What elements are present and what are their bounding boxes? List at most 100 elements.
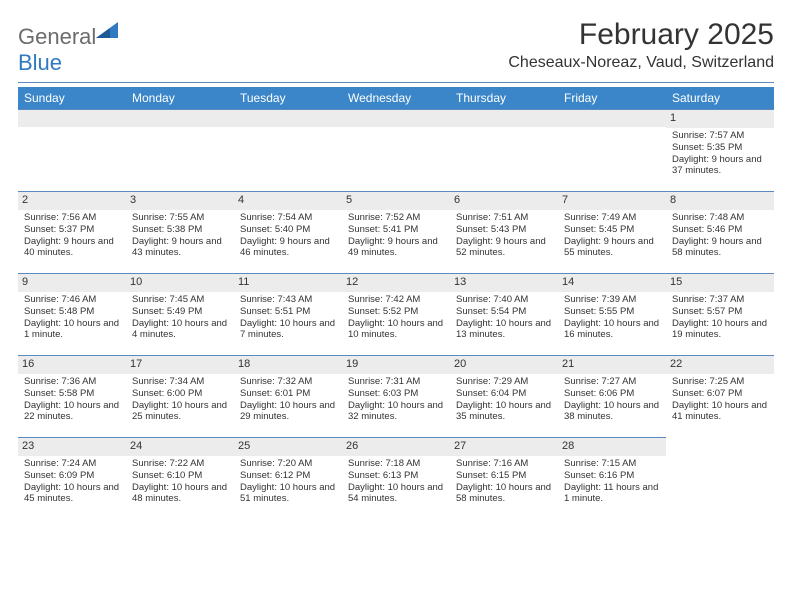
- weekday-header: Wednesday: [342, 87, 450, 109]
- calendar-empty-cell: [558, 109, 666, 191]
- daylight-text: Daylight: 10 hours and 7 minutes.: [240, 318, 338, 342]
- sunrise-text: Sunrise: 7:55 AM: [132, 212, 230, 224]
- logo-text-blue: Blue: [18, 50, 62, 75]
- calendar-day-cell: 15 Sunrise: 7:37 AMSunset: 5:57 PMDayligh…: [666, 273, 774, 355]
- sunset-text: Sunset: 6:09 PM: [24, 470, 122, 482]
- empty-day-bar: [450, 109, 558, 127]
- day-number: 25: [234, 437, 342, 456]
- daylight-text: Daylight: 9 hours and 43 minutes.: [132, 236, 230, 260]
- title-block: February 2025 Cheseaux-Noreaz, Vaud, Swi…: [508, 18, 774, 72]
- daylight-text: Daylight: 10 hours and 41 minutes.: [672, 400, 770, 424]
- day-info: Sunrise: 7:56 AMSunset: 5:37 PMDaylight:…: [22, 212, 122, 260]
- day-number: 28: [558, 437, 666, 456]
- calendar-day-cell: 6Sunrise: 7:51 AMSunset: 5:43 PMDaylight…: [450, 191, 558, 273]
- empty-day-bar: [234, 109, 342, 127]
- day-number: 2: [18, 191, 126, 210]
- sunset-text: Sunset: 5:55 PM: [564, 306, 662, 318]
- day-info: Sunrise: 7:37 AMSunset: 5:57 PMDaylight:…: [670, 294, 770, 342]
- daylight-text: Daylight: 10 hours and 32 minutes.: [348, 400, 446, 424]
- calendar-empty-cell: [126, 109, 234, 191]
- day-info: Sunrise: 7:42 AMSunset: 5:52 PMDaylight:…: [346, 294, 446, 342]
- calendar-table: Sunday Monday Tuesday Wednesday Thursday…: [18, 87, 774, 509]
- daylight-text: Daylight: 10 hours and 22 minutes.: [24, 400, 122, 424]
- sunset-text: Sunset: 6:01 PM: [240, 388, 338, 400]
- sunrise-text: Sunrise: 7:48 AM: [672, 212, 770, 224]
- daylight-text: Daylight: 10 hours and 51 minutes.: [240, 482, 338, 506]
- day-number: 19: [342, 355, 450, 374]
- day-number: 8: [666, 191, 774, 210]
- day-info: Sunrise: 7:54 AMSunset: 5:40 PMDaylight:…: [238, 212, 338, 260]
- calendar-day-cell: 23Sunrise: 7:24 AMSunset: 6:09 PMDayligh…: [18, 437, 126, 509]
- sunrise-text: Sunrise: 7:42 AM: [348, 294, 446, 306]
- calendar-day-cell: 9 Sunrise: 7:46 AMSunset: 5:48 PMDaylight…: [18, 273, 126, 355]
- day-info: Sunrise: 7:22 AMSunset: 6:10 PMDaylight:…: [130, 458, 230, 506]
- sunset-text: Sunset: 5:40 PM: [240, 224, 338, 236]
- day-info: Sunrise: 7:46 AMSunset: 5:48 PMDaylight:…: [22, 294, 122, 342]
- day-number: 22: [666, 355, 774, 374]
- calendar-day-cell: 27Sunrise: 7:16 AMSunset: 6:15 PMDayligh…: [450, 437, 558, 509]
- daylight-text: Daylight: 9 hours and 55 minutes.: [564, 236, 662, 260]
- day-number: 1: [666, 109, 774, 128]
- sunset-text: Sunset: 6:10 PM: [132, 470, 230, 482]
- daylight-text: Daylight: 10 hours and 35 minutes.: [456, 400, 554, 424]
- day-info: Sunrise: 7:48 AMSunset: 5:46 PMDaylight:…: [670, 212, 770, 260]
- day-number: 20: [450, 355, 558, 374]
- sunset-text: Sunset: 5:54 PM: [456, 306, 554, 318]
- daylight-text: Daylight: 10 hours and 48 minutes.: [132, 482, 230, 506]
- day-info: Sunrise: 7:24 AMSunset: 6:09 PMDaylight:…: [22, 458, 122, 506]
- day-info: Sunrise: 7:55 AMSunset: 5:38 PMDaylight:…: [130, 212, 230, 260]
- calendar-day-cell: 1Sunrise: 7:57 AMSunset: 5:35 PMDaylight…: [666, 109, 774, 191]
- sunset-text: Sunset: 6:13 PM: [348, 470, 446, 482]
- calendar-day-cell: 16Sunrise: 7:36 AMSunset: 5:58 PMDayligh…: [18, 355, 126, 437]
- calendar-body: 1Sunrise: 7:57 AMSunset: 5:35 PMDaylight…: [18, 109, 774, 509]
- sunset-text: Sunset: 6:12 PM: [240, 470, 338, 482]
- sunrise-text: Sunrise: 7:40 AM: [456, 294, 554, 306]
- day-info: Sunrise: 7:43 AMSunset: 5:51 PMDaylight:…: [238, 294, 338, 342]
- calendar-day-cell: 22Sunrise: 7:25 AMSunset: 6:07 PMDayligh…: [666, 355, 774, 437]
- day-number: 21: [558, 355, 666, 374]
- sunset-text: Sunset: 5:57 PM: [672, 306, 770, 318]
- calendar-day-cell: 26Sunrise: 7:18 AMSunset: 6:13 PMDayligh…: [342, 437, 450, 509]
- logo-triangle-icon: [96, 22, 118, 43]
- empty-day-bar: [18, 109, 126, 127]
- sunrise-text: Sunrise: 7:15 AM: [564, 458, 662, 470]
- daylight-text: Daylight: 10 hours and 54 minutes.: [348, 482, 446, 506]
- day-number: 14: [558, 273, 666, 292]
- day-number: 6: [450, 191, 558, 210]
- location-text: Cheseaux-Noreaz, Vaud, Switzerland: [508, 54, 774, 72]
- day-number: 9: [18, 273, 126, 292]
- daylight-text: Daylight: 9 hours and 40 minutes.: [24, 236, 122, 260]
- calendar-empty-cell: [342, 109, 450, 191]
- sunset-text: Sunset: 5:46 PM: [672, 224, 770, 236]
- daylight-text: Daylight: 9 hours and 52 minutes.: [456, 236, 554, 260]
- sunset-text: Sunset: 6:16 PM: [564, 470, 662, 482]
- sunrise-text: Sunrise: 7:39 AM: [564, 294, 662, 306]
- sunrise-text: Sunrise: 7:51 AM: [456, 212, 554, 224]
- sunset-text: Sunset: 5:37 PM: [24, 224, 122, 236]
- weekday-header: Sunday: [18, 87, 126, 109]
- day-number: 15: [666, 273, 774, 292]
- day-number: 17: [126, 355, 234, 374]
- day-number: 24: [126, 437, 234, 456]
- logo: General Blue: [18, 18, 118, 76]
- weekday-header-row: Sunday Monday Tuesday Wednesday Thursday…: [18, 87, 774, 109]
- empty-day-bar: [558, 109, 666, 127]
- sunrise-text: Sunrise: 7:32 AM: [240, 376, 338, 388]
- day-info: Sunrise: 7:36 AMSunset: 5:58 PMDaylight:…: [22, 376, 122, 424]
- daylight-text: Daylight: 10 hours and 16 minutes.: [564, 318, 662, 342]
- daylight-text: Daylight: 10 hours and 4 minutes.: [132, 318, 230, 342]
- calendar-day-cell: 10Sunrise: 7:45 AMSunset: 5:49 PMDayligh…: [126, 273, 234, 355]
- daylight-text: Daylight: 10 hours and 45 minutes.: [24, 482, 122, 506]
- weekday-header: Monday: [126, 87, 234, 109]
- daylight-text: Daylight: 11 hours and 1 minute.: [564, 482, 662, 506]
- daylight-text: Daylight: 9 hours and 46 minutes.: [240, 236, 338, 260]
- sunset-text: Sunset: 5:51 PM: [240, 306, 338, 318]
- sunrise-text: Sunrise: 7:46 AM: [24, 294, 122, 306]
- sunset-text: Sunset: 6:00 PM: [132, 388, 230, 400]
- calendar-day-cell: 18Sunrise: 7:32 AMSunset: 6:01 PMDayligh…: [234, 355, 342, 437]
- sunset-text: Sunset: 5:38 PM: [132, 224, 230, 236]
- day-info: Sunrise: 7:45 AMSunset: 5:49 PMDaylight:…: [130, 294, 230, 342]
- sunset-text: Sunset: 5:48 PM: [24, 306, 122, 318]
- day-info: Sunrise: 7:40 AMSunset: 5:54 PMDaylight:…: [454, 294, 554, 342]
- day-number: 3: [126, 191, 234, 210]
